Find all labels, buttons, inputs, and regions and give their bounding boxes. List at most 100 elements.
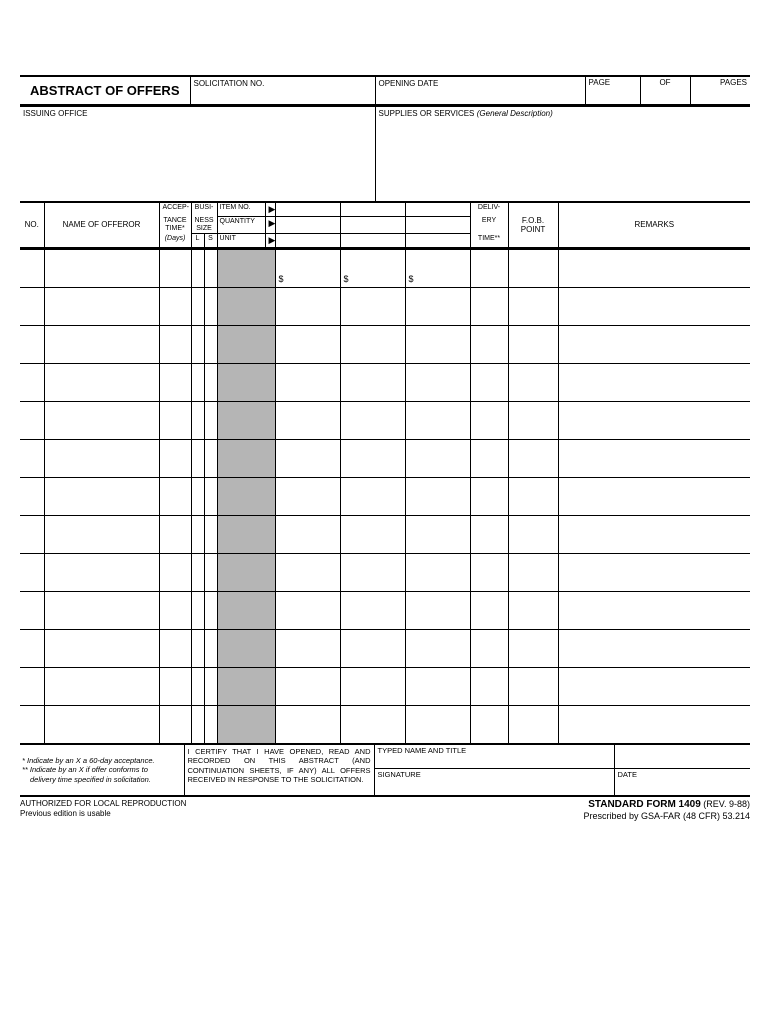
cell[interactable] bbox=[340, 591, 405, 629]
cell[interactable] bbox=[508, 325, 558, 363]
cell[interactable] bbox=[508, 439, 558, 477]
cell[interactable] bbox=[20, 363, 44, 401]
cell[interactable] bbox=[558, 363, 750, 401]
cell[interactable] bbox=[191, 249, 204, 287]
cell[interactable] bbox=[275, 363, 340, 401]
cell[interactable] bbox=[340, 363, 405, 401]
unit-field-1[interactable] bbox=[275, 234, 340, 248]
cell[interactable] bbox=[508, 515, 558, 553]
item-no-field-3[interactable] bbox=[405, 202, 470, 216]
cell[interactable] bbox=[44, 629, 159, 667]
cell[interactable] bbox=[470, 439, 508, 477]
cell[interactable] bbox=[20, 401, 44, 439]
cell[interactable] bbox=[275, 477, 340, 515]
cell[interactable] bbox=[508, 591, 558, 629]
cell[interactable] bbox=[20, 325, 44, 363]
item-no-field-1[interactable] bbox=[275, 202, 340, 216]
cell[interactable] bbox=[20, 667, 44, 705]
cell[interactable] bbox=[44, 325, 159, 363]
cell[interactable] bbox=[44, 553, 159, 591]
cell[interactable] bbox=[340, 629, 405, 667]
cell[interactable]: $ bbox=[405, 249, 470, 287]
cell[interactable] bbox=[20, 629, 44, 667]
cell[interactable] bbox=[44, 249, 159, 287]
cell[interactable] bbox=[20, 287, 44, 325]
cell[interactable] bbox=[191, 515, 204, 553]
cell[interactable] bbox=[558, 249, 750, 287]
cell[interactable] bbox=[275, 629, 340, 667]
cell[interactable] bbox=[217, 249, 275, 287]
cell[interactable] bbox=[405, 325, 470, 363]
supplies-field[interactable]: SUPPLIES OR SERVICES (General Descriptio… bbox=[375, 106, 750, 201]
cell[interactable] bbox=[20, 477, 44, 515]
cell[interactable] bbox=[405, 287, 470, 325]
cell[interactable] bbox=[340, 287, 405, 325]
cell[interactable] bbox=[204, 439, 217, 477]
cell[interactable] bbox=[44, 705, 159, 743]
cell[interactable] bbox=[217, 667, 275, 705]
cell[interactable] bbox=[275, 401, 340, 439]
cell[interactable] bbox=[558, 287, 750, 325]
cell[interactable] bbox=[204, 363, 217, 401]
cell[interactable] bbox=[191, 705, 204, 743]
cell[interactable] bbox=[159, 325, 191, 363]
cell[interactable] bbox=[44, 667, 159, 705]
cell[interactable] bbox=[340, 667, 405, 705]
cell[interactable] bbox=[470, 401, 508, 439]
cell[interactable] bbox=[470, 287, 508, 325]
cell[interactable] bbox=[44, 515, 159, 553]
cell[interactable] bbox=[217, 363, 275, 401]
cell[interactable] bbox=[470, 705, 508, 743]
cell[interactable] bbox=[191, 553, 204, 591]
cell[interactable] bbox=[20, 515, 44, 553]
cell[interactable] bbox=[470, 477, 508, 515]
cell[interactable] bbox=[558, 477, 750, 515]
cell[interactable] bbox=[275, 287, 340, 325]
cell[interactable] bbox=[508, 401, 558, 439]
cell[interactable] bbox=[340, 705, 405, 743]
cell[interactable] bbox=[405, 591, 470, 629]
cell[interactable] bbox=[159, 363, 191, 401]
typed-name-field[interactable]: TYPED NAME AND TITLE bbox=[374, 744, 614, 768]
cell[interactable] bbox=[508, 249, 558, 287]
cell[interactable] bbox=[217, 439, 275, 477]
item-no-field-2[interactable] bbox=[340, 202, 405, 216]
cell[interactable] bbox=[204, 287, 217, 325]
cell[interactable] bbox=[558, 515, 750, 553]
cell[interactable] bbox=[508, 363, 558, 401]
cell[interactable] bbox=[204, 553, 217, 591]
cell[interactable] bbox=[159, 705, 191, 743]
cell[interactable] bbox=[405, 667, 470, 705]
cell[interactable] bbox=[470, 515, 508, 553]
cell[interactable] bbox=[217, 477, 275, 515]
cell[interactable] bbox=[470, 249, 508, 287]
cell[interactable] bbox=[405, 363, 470, 401]
cell[interactable] bbox=[340, 325, 405, 363]
cell[interactable] bbox=[20, 591, 44, 629]
cell[interactable] bbox=[340, 477, 405, 515]
cell[interactable] bbox=[405, 515, 470, 553]
cell[interactable] bbox=[159, 667, 191, 705]
cell[interactable] bbox=[558, 705, 750, 743]
cell[interactable] bbox=[191, 401, 204, 439]
cell[interactable] bbox=[20, 439, 44, 477]
cell[interactable] bbox=[159, 515, 191, 553]
cell[interactable] bbox=[558, 629, 750, 667]
cell[interactable] bbox=[558, 439, 750, 477]
cell[interactable] bbox=[159, 629, 191, 667]
cell[interactable] bbox=[204, 249, 217, 287]
page-field[interactable]: PAGE bbox=[585, 76, 640, 105]
cell[interactable] bbox=[405, 439, 470, 477]
cell[interactable] bbox=[558, 591, 750, 629]
cell[interactable] bbox=[217, 287, 275, 325]
cell[interactable] bbox=[204, 515, 217, 553]
cell[interactable] bbox=[470, 325, 508, 363]
cell[interactable] bbox=[204, 325, 217, 363]
cell[interactable] bbox=[470, 629, 508, 667]
cell[interactable] bbox=[217, 401, 275, 439]
cell[interactable] bbox=[508, 705, 558, 743]
cell[interactable] bbox=[405, 705, 470, 743]
cell[interactable] bbox=[275, 553, 340, 591]
cell[interactable] bbox=[558, 325, 750, 363]
cell[interactable] bbox=[44, 591, 159, 629]
